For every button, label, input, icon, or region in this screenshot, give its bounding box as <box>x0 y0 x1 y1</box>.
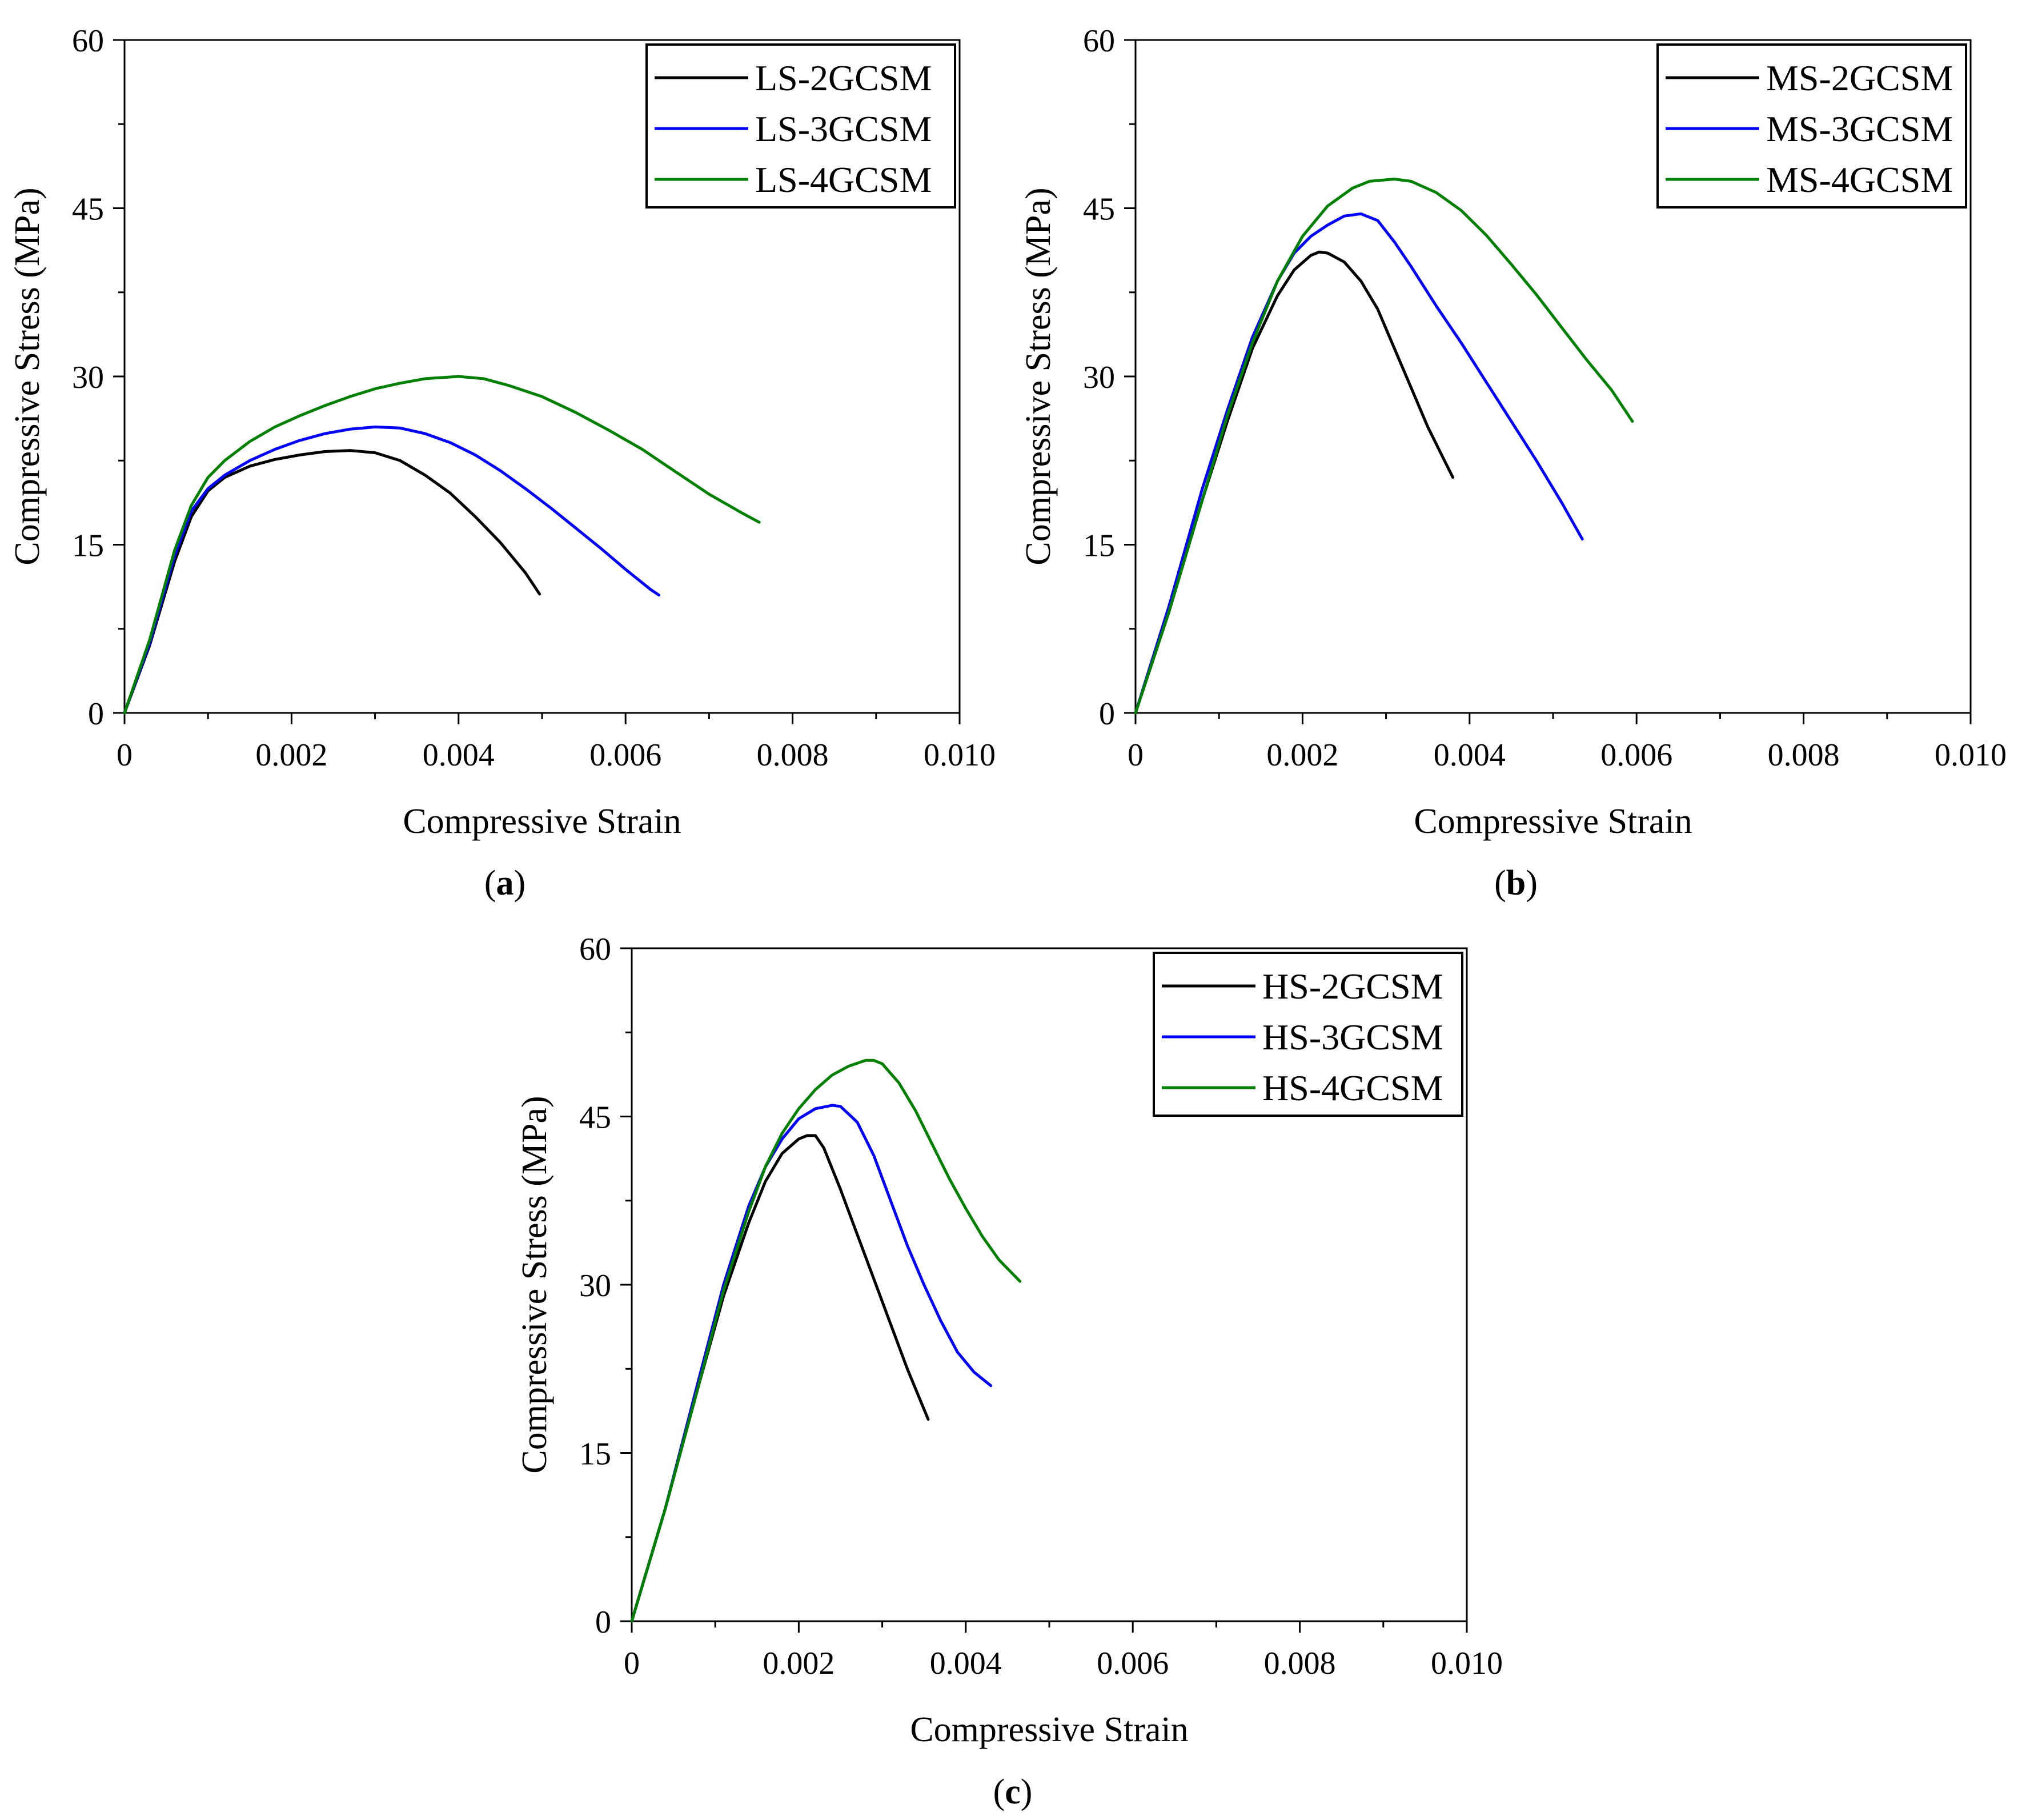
legend: MS-2GCSM MS-3GCSM MS-4GCSM <box>1656 43 1967 209</box>
series-line-hs-3gcsm <box>630 1104 993 1623</box>
x-tick-label: 0.004 <box>1434 737 1506 773</box>
y-axis-title: Compressive Stress (MPa) <box>8 187 47 565</box>
x-tick-label: 0.002 <box>763 1646 835 1681</box>
y-tick-label: 45 <box>1083 192 1115 227</box>
series-line-ls-3gcsm <box>123 425 661 715</box>
legend-label: MS-2GCSM <box>1766 58 1953 98</box>
x-tick-label: 0.010 <box>1935 737 2007 773</box>
panel-caption: (c) <box>993 1773 1033 1811</box>
series-line-ls-4gcsm <box>123 375 761 715</box>
x-axis-title: Compressive Strain <box>910 1710 1188 1749</box>
y-tick-label: 45 <box>72 192 104 227</box>
legend-label: LS-4GCSM <box>755 159 932 200</box>
x-tick-label: 0.004 <box>423 737 495 773</box>
x-tick-label: 0.008 <box>757 737 829 773</box>
legend-label: MS-3GCSM <box>1766 109 1953 149</box>
series-line-hs-2gcsm <box>630 1134 930 1623</box>
series-line-ms-3gcsm <box>1134 212 1584 715</box>
x-tick-label: 0.010 <box>924 737 996 773</box>
y-tick-label: 60 <box>579 932 611 967</box>
legend-box <box>645 43 956 209</box>
legend: LS-2GCSM LS-3GCSM LS-4GCSM <box>645 43 956 209</box>
x-tick-label: 0.006 <box>1600 737 1672 773</box>
x-tick-label: 0.008 <box>1768 737 1840 773</box>
legend-label: HS-4GCSM <box>1262 1068 1443 1108</box>
y-tick-label: 30 <box>579 1268 611 1304</box>
x-tick-label: 0 <box>624 1646 640 1681</box>
x-tick-label: 0.004 <box>930 1646 1002 1681</box>
legend-label: HS-3GCSM <box>1262 1017 1443 1057</box>
y-tick-label: 60 <box>1083 23 1115 59</box>
legend-label: MS-4GCSM <box>1766 159 1953 200</box>
y-tick-label: 30 <box>72 360 104 395</box>
series-line-hs-4gcsm <box>630 1059 1022 1623</box>
y-axis-title: Compressive Stress (MPa) <box>515 1096 554 1473</box>
panel-caption: (a) <box>484 864 525 903</box>
chart-panel-b: 0 0.002 0.004 0.006 0.008 0.010 0 15 30 45 60 Compr… <box>1019 23 2007 903</box>
y-tick-label: 0 <box>88 696 104 732</box>
y-tick-label: 15 <box>579 1437 611 1472</box>
legend: HS-2GCSM HS-3GCSM HS-4GCSM <box>1153 952 1463 1117</box>
y-tick-label: 30 <box>1083 360 1115 395</box>
legend-label: LS-3GCSM <box>755 109 932 149</box>
series-line-ms-2gcsm <box>1134 250 1455 715</box>
x-axis-title: Compressive Strain <box>403 802 681 841</box>
legend-label: LS-2GCSM <box>755 58 932 98</box>
y-tick-label: 0 <box>1099 696 1115 732</box>
panel-caption: (b) <box>1494 864 1538 903</box>
series-line-ms-4gcsm <box>1134 178 1634 715</box>
panel-caption-letter: a <box>496 864 514 903</box>
legend-label: HS-2GCSM <box>1262 966 1443 1007</box>
chart-panel-a: 0 0.002 0.004 0.006 0.008 0.010 0 15 30 45 60 Compr… <box>8 23 996 903</box>
x-tick-label: 0.002 <box>1266 737 1338 773</box>
x-tick-label: 0.002 <box>255 737 327 773</box>
y-axis-title: Compressive Stress (MPa) <box>1019 187 1058 565</box>
y-tick-label: 60 <box>72 23 104 59</box>
chart-panel-c: 0 0.002 0.004 0.006 0.008 0.010 0 15 30 45 60 Compr… <box>515 932 1503 1811</box>
x-tick-label: 0.006 <box>589 737 661 773</box>
x-axis-title: Compressive Strain <box>1414 802 1692 841</box>
y-tick-label: 15 <box>1083 528 1115 564</box>
x-tick-label: 0.010 <box>1431 1646 1503 1681</box>
panel-caption-letter: c <box>1005 1773 1021 1811</box>
x-tick-label: 0 <box>117 737 133 773</box>
series-line-ls-2gcsm <box>123 449 541 715</box>
y-tick-label: 45 <box>579 1100 611 1136</box>
y-tick-label: 15 <box>72 528 104 564</box>
x-tick-label: 0.008 <box>1264 1646 1336 1681</box>
x-tick-label: 0.006 <box>1097 1646 1169 1681</box>
x-tick-label: 0 <box>1128 737 1144 773</box>
y-tick-label: 0 <box>595 1605 611 1640</box>
panel-caption-letter: b <box>1506 864 1526 903</box>
